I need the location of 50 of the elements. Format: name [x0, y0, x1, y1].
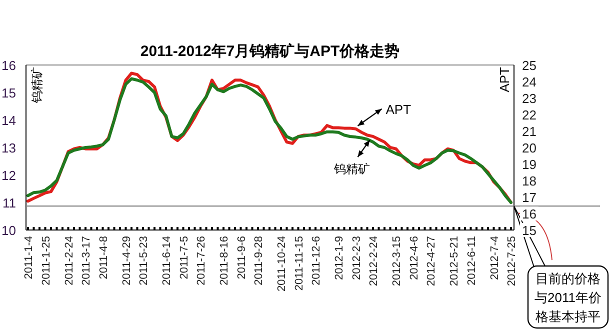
- x-tick-label: 2011-2-24: [63, 236, 76, 286]
- y2-tick-label: 17: [522, 190, 536, 205]
- x-tick-label: 2011-1-4: [23, 236, 35, 280]
- x-tick-label: 2012-2-24: [368, 236, 380, 286]
- x-tick-label: 2012-6-11: [466, 236, 478, 286]
- y2-tick-label: 19: [522, 157, 536, 172]
- x-tick-label: 2011-1-25: [40, 236, 52, 286]
- x-tick-label: 2012-7-25: [506, 236, 518, 286]
- y2-tick-label: 15: [522, 223, 536, 238]
- x-tick-label: 2012-4-27: [426, 236, 438, 286]
- y-tick-label: 13: [2, 140, 16, 156]
- series-label: 钨精矿: [332, 162, 370, 176]
- y2-tick-label: 22: [522, 108, 536, 122]
- x-tick-label: 2011-7-26: [196, 236, 208, 286]
- x-tick-label: 2012-7-4: [488, 236, 501, 280]
- y-tick-label: 16: [2, 58, 16, 73]
- x-tick-label: 2011-9-28: [253, 236, 265, 286]
- y2-tick-label: 24: [522, 74, 536, 90]
- x-tick-label: 2011-5-23: [138, 236, 150, 286]
- x-tick-label: 2011-9-6: [236, 236, 248, 280]
- x-tick-label: 2012-4-6: [408, 236, 420, 280]
- y2-tick-label: 21: [522, 124, 536, 139]
- x-tick-label: 2011-6-14: [161, 236, 173, 286]
- x-tick-label: 2011-10-24: [276, 236, 288, 292]
- y2-tick-label: 18: [522, 174, 536, 188]
- x-tick-label: 2011-4-8: [98, 236, 110, 280]
- y2-tick-label: 25: [522, 58, 536, 73]
- x-tick-label: 2011-11-15: [293, 236, 306, 291]
- chart-title: 2011-2012年7月钨精矿与APT价格走势: [140, 42, 400, 60]
- x-tick-label: 2011-8-16: [218, 236, 230, 286]
- y2-tick-label: 23: [522, 91, 536, 106]
- y2-axis-title: APT: [497, 66, 512, 92]
- x-tick-label: 2012-1-9: [334, 236, 346, 280]
- x-tick-label: 2011-12-6: [310, 236, 322, 286]
- y-tick-label: 12: [2, 168, 16, 183]
- x-tick-label: 2011-4-29: [120, 236, 133, 286]
- y-tick-label: 14: [2, 113, 16, 128]
- y2-tick-label: 20: [522, 140, 536, 156]
- x-tick-label: 2011-7-5: [178, 236, 190, 280]
- x-tick-label: 2012-2-3: [350, 236, 363, 280]
- x-tick-label: 2011-3-17: [80, 236, 92, 286]
- y-tick-label: 11: [2, 196, 16, 210]
- x-tick-label: 2012-5-21: [448, 236, 460, 286]
- y-tick-label: 15: [2, 86, 16, 100]
- y2-tick-label: 16: [522, 206, 536, 222]
- y-tick-label: 10: [2, 223, 16, 238]
- x-tick-label: 2012-3-15: [391, 236, 403, 286]
- text: 目前的价格与2011年价格基本持平: [534, 271, 602, 324]
- series-label: APT: [386, 102, 412, 117]
- y-axis-title: 钨精矿: [30, 67, 44, 104]
